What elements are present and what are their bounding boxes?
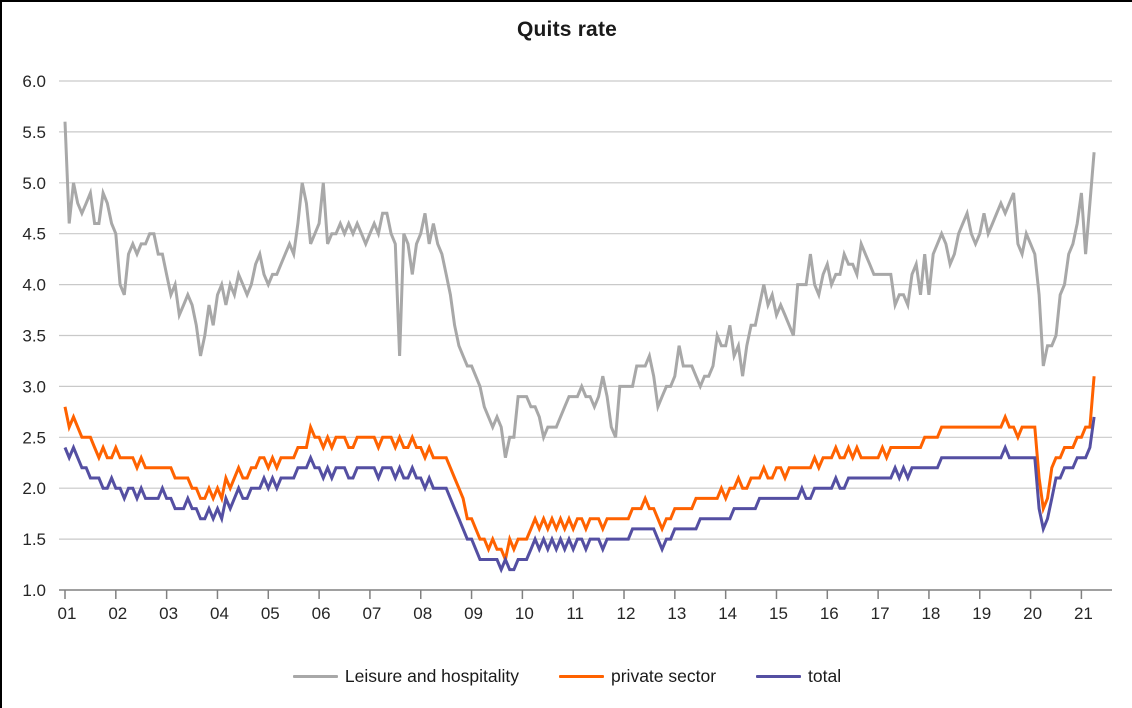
svg-text:10: 10 — [515, 604, 534, 623]
svg-text:11: 11 — [566, 604, 584, 623]
legend-label-total: total — [808, 666, 842, 686]
svg-text:07: 07 — [362, 604, 381, 623]
svg-text:1.5: 1.5 — [22, 530, 46, 549]
svg-text:21: 21 — [1074, 604, 1093, 623]
chart-title: Quits rate — [516, 18, 618, 41]
svg-text:15: 15 — [769, 604, 788, 623]
svg-text:5.0: 5.0 — [22, 174, 46, 193]
leisure-line-swatch-icon — [292, 674, 338, 679]
svg-text:5.5: 5.5 — [22, 123, 46, 142]
svg-text:3.0: 3.0 — [22, 377, 46, 396]
svg-text:2.5: 2.5 — [22, 428, 46, 447]
legend-item-total: total — [756, 666, 841, 687]
svg-text:20: 20 — [1023, 604, 1042, 623]
svg-text:08: 08 — [413, 604, 432, 623]
total-line-swatch-icon — [756, 674, 802, 679]
svg-text:06: 06 — [312, 604, 331, 623]
legend-label-private: private sector — [611, 666, 717, 686]
svg-text:4.0: 4.0 — [22, 276, 46, 295]
svg-text:04: 04 — [210, 604, 229, 623]
legend-label-leisure: Leisure and hospitality — [344, 666, 519, 686]
svg-text:01: 01 — [58, 604, 77, 623]
chart-legend: Leisure and hospitality private sector t… — [2, 666, 1132, 687]
private-line-swatch-icon — [559, 674, 604, 679]
svg-text:3.5: 3.5 — [22, 327, 46, 346]
svg-text:6.0: 6.0 — [22, 72, 46, 91]
quits-rate-chart: 6.0 5.5 5.0 4.5 4.0 3.5 3.0 2.5 2.0 1.5 1.0 01 02 03 0… — [22, 72, 1112, 623]
svg-text:12: 12 — [617, 604, 636, 623]
svg-text:1.0: 1.0 — [22, 581, 46, 600]
svg-text:2.0: 2.0 — [22, 479, 46, 498]
svg-text:13: 13 — [667, 604, 686, 623]
svg-text:14: 14 — [718, 604, 737, 623]
legend-item-private: private sector — [559, 666, 716, 687]
svg-text:02: 02 — [108, 604, 127, 623]
svg-text:09: 09 — [464, 604, 483, 623]
svg-text:03: 03 — [159, 604, 178, 623]
svg-text:18: 18 — [921, 604, 940, 623]
svg-text:05: 05 — [261, 604, 280, 623]
svg-text:4.5: 4.5 — [22, 225, 46, 244]
svg-text:16: 16 — [820, 604, 839, 623]
svg-text:19: 19 — [972, 604, 991, 623]
svg-text:17: 17 — [871, 604, 890, 623]
legend-item-leisure: Leisure and hospitality — [292, 666, 519, 687]
